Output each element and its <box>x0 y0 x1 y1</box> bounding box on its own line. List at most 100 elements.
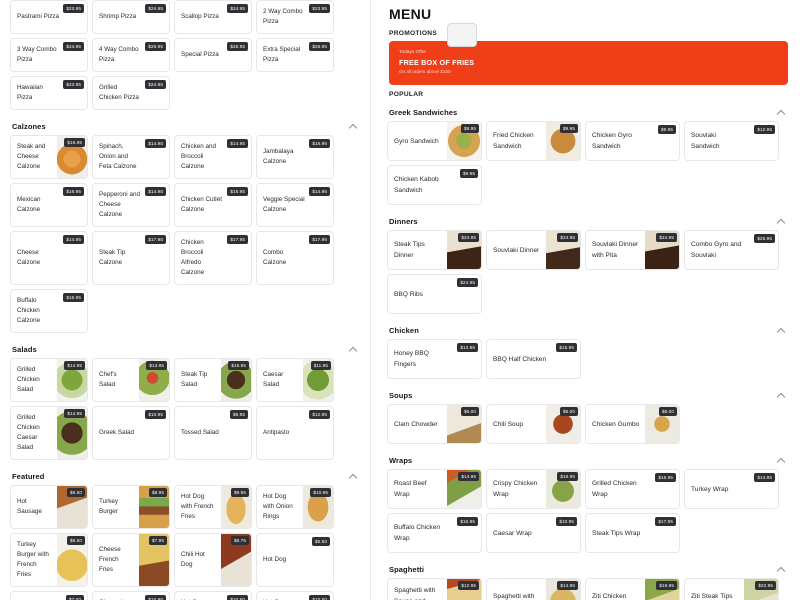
menu-item-card[interactable]: Crispy Chicken Wrap $16.95 <box>486 469 581 509</box>
menu-item-card[interactable]: Grilled Chicken Wrap $16.95 <box>585 469 680 509</box>
menu-item-card[interactable]: Chicken Broccoli Alfredo Calzone $17.95 <box>174 231 252 285</box>
menu-item-card[interactable]: Antipasto $12.95 <box>256 406 334 460</box>
menu-item-card[interactable]: Ziti Chicken Broccoli Alfredo $19.95 <box>585 578 680 600</box>
menu-item-card[interactable]: Souvlaki Dinner with Pita $24.95 <box>585 230 680 270</box>
menu-item-card[interactable]: Grilled Chicken Caesar Salad $14.95 <box>10 406 88 460</box>
menu-item-card[interactable]: Turkey Burger $8.95 <box>92 485 170 529</box>
menu-item-card[interactable]: Grilled Chicken Salad $14.95 <box>10 358 88 402</box>
menu-item-card[interactable]: Turkey Burger with French Fries $8.50 <box>10 533 88 587</box>
chevron-up-icon[interactable] <box>349 122 358 131</box>
menu-item-card[interactable]: Clam Chowder $6.00 <box>387 404 482 444</box>
menu-item-card[interactable]: Souvlaki Dinner $24.95 <box>486 230 581 270</box>
menu-item-card[interactable]: Hot Sausage with French Fries$10.50 <box>174 591 252 600</box>
chevron-up-icon[interactable] <box>777 108 786 117</box>
menu-item-card[interactable]: Mexican Calzone $16.95 <box>10 183 88 227</box>
menu-item-price: $15.95 <box>556 343 577 352</box>
menu-item-card[interactable]: 4 Way Combo Pizza $25.95 <box>92 38 170 72</box>
promo-banner[interactable]: Todays Offer FREE BOX OF FRIES On all or… <box>389 23 788 85</box>
section-header-salads[interactable]: Salads <box>6 339 364 358</box>
menu-item-card[interactable]: Spinach, Onion and Feta Calzone $14.95 <box>92 135 170 179</box>
menu-item-card[interactable]: Greek Salad $10.95 <box>92 406 170 460</box>
chevron-up-icon[interactable] <box>777 391 786 400</box>
section-header-dinners[interactable]: Dinners <box>383 211 792 230</box>
menu-item-card[interactable]: Combo Gyro and Souvlaki $25.95 <box>684 230 779 270</box>
menu-item-card[interactable]: Spaghetti with Meatball $14.95 <box>486 578 581 600</box>
menu-item-card[interactable]: BBQ Ribs $24.95 <box>387 274 482 314</box>
menu-item-card[interactable]: Turkey Wrap $14.95 <box>684 469 779 509</box>
menu-item-card[interactable]: Extra Special Pizza $26.95 <box>256 38 334 72</box>
menu-item-price: $7.00 <box>66 595 84 600</box>
menu-item-card[interactable]: Cheeseburger with Onion Rings$10.95 <box>92 591 170 600</box>
menu-item-card[interactable]: Buffalo Chicken Wrap $16.95 <box>387 513 482 553</box>
right-menu-column[interactable]: MENU PROMOTIONS Todays Offer FREE BOX OF… <box>370 0 800 600</box>
menu-item-card[interactable]: Chicken Gyro Sandwich $9.95 <box>585 121 680 161</box>
menu-item-card[interactable]: Grilled Chicken Pizza $24.95 <box>92 76 170 110</box>
menu-item-card[interactable]: Chicken Kabob Sandwich $9.95 <box>387 165 482 205</box>
menu-item-card[interactable]: Cheese French Fries $7.95 <box>92 533 170 587</box>
menu-item-card[interactable]: Pepperoni and Cheese Calzone $14.95 <box>92 183 170 227</box>
section-header-calzones[interactable]: Calzones <box>6 116 364 135</box>
menu-item-price: $19.95 <box>656 581 677 590</box>
menu-item-card[interactable]: Cheese Calzone $14.95 <box>10 231 88 285</box>
menu-item-name: Hot Dog <box>263 556 287 563</box>
section-header-wraps[interactable]: Wraps <box>383 450 792 469</box>
menu-item-card[interactable]: Chili Soup $6.00 <box>486 404 581 444</box>
chevron-up-icon[interactable] <box>349 345 358 354</box>
menu-item-card[interactable]: Combo Calzone $17.95 <box>256 231 334 285</box>
menu-item-card[interactable]: 2 Way Combo Pizza $23.95 <box>256 0 334 34</box>
menu-item-card[interactable]: Pastrami Pizza $23.95 <box>10 0 88 34</box>
menu-item-card[interactable]: Jambalaya Calzone $16.95 <box>256 135 334 179</box>
menu-item-card[interactable]: Chicken Gumbo $6.00 <box>585 404 680 444</box>
menu-item-card[interactable]: Chili Hot Dog $8.75 <box>174 533 252 587</box>
menu-item-card[interactable]: Hot Sausage with Cheese$7.00 <box>10 591 88 600</box>
menu-item-card[interactable]: Hot Dog with French Fries $9.95 <box>174 485 252 529</box>
chevron-up-icon[interactable] <box>777 326 786 335</box>
menu-item-card[interactable]: Honey BBQ Fingers $13.95 <box>387 339 482 379</box>
menu-item-card[interactable]: Chicken Cutlet Calzone $16.95 <box>174 183 252 227</box>
menu-item-name: Grilled Chicken Caesar Salad <box>17 414 40 451</box>
menu-item-card[interactable]: Tossed Salad $9.95 <box>174 406 252 460</box>
menu-item-name: Cheese Calzone <box>17 249 41 266</box>
menu-item-card[interactable]: Hawaiian Pizza $23.95 <box>10 76 88 110</box>
menu-item-card[interactable]: Roast Beef Wrap $14.95 <box>387 469 482 509</box>
left-menu-column[interactable]: Pastrami Pizza $23.95 Shrimp Pizza $24.95 Sc… <box>0 0 370 600</box>
menu-item-card[interactable]: Caesar Wrap $10.95 <box>486 513 581 553</box>
menu-item-card[interactable]: Hot Dog with Onion Rings $10.95 <box>256 485 334 529</box>
menu-item-card[interactable]: Ziti Steak Tips Alfredo $22.95 <box>684 578 779 600</box>
section-header-soups[interactable]: Soups <box>383 385 792 404</box>
menu-item-card[interactable]: Steak Tips Wrap $17.95 <box>585 513 680 553</box>
menu-item-name: Caesar Salad <box>263 371 284 388</box>
menu-item-card[interactable]: Scallop Pizza $24.95 <box>174 0 252 34</box>
menu-item-card[interactable]: Hot Dog $6.50 <box>256 533 334 587</box>
menu-item-card[interactable]: Steak Tip Salad $16.95 <box>174 358 252 402</box>
chevron-up-icon[interactable] <box>349 472 358 481</box>
menu-item-card[interactable]: Gyro Sandwich $9.95 <box>387 121 482 161</box>
menu-item-price: $8.50 <box>67 536 85 545</box>
chevron-up-icon[interactable] <box>777 456 786 465</box>
section-header-spaghetti[interactable]: Spaghetti <box>383 559 792 578</box>
menu-item-card[interactable]: Buffalo Chicken Calzone $16.95 <box>10 289 88 333</box>
menu-item-name: Ziti Steak Tips Alfredo <box>691 592 733 600</box>
menu-item-card[interactable]: Spaghetti with Sauce and Cheese $12.95 <box>387 578 482 600</box>
menu-item-card[interactable]: Steak and Cheese Calzone $16.95 <box>10 135 88 179</box>
menu-item-card[interactable]: BBQ Half Chicken $15.95 <box>486 339 581 379</box>
section-header-featured[interactable]: Featured <box>6 466 364 485</box>
menu-item-card[interactable]: Hot Sausage $6.50 <box>10 485 88 529</box>
section-header-chicken[interactable]: Chicken <box>383 320 792 339</box>
menu-item-card[interactable]: 3 Way Combo Pizza $24.95 <box>10 38 88 72</box>
menu-item-card[interactable]: Chicken and Broccoli Calzone $14.95 <box>174 135 252 179</box>
chevron-up-icon[interactable] <box>777 565 786 574</box>
menu-item-card[interactable]: Chef's Salad $13.95 <box>92 358 170 402</box>
menu-item-card[interactable]: Caesar Salad $11.95 <box>256 358 334 402</box>
menu-item-price: $16.95 <box>655 473 676 482</box>
menu-item-card[interactable]: Special Pizza $25.95 <box>174 38 252 72</box>
menu-item-card[interactable]: Fried Chicken Sandwich $9.95 <box>486 121 581 161</box>
menu-item-card[interactable]: Steak Tips Dinner $24.95 <box>387 230 482 270</box>
menu-item-card[interactable]: Steak Tip Calzone $17.95 <box>92 231 170 285</box>
chevron-up-icon[interactable] <box>777 217 786 226</box>
menu-item-card[interactable]: Hot Sausage with Onion Rings$10.50 <box>256 591 334 600</box>
menu-item-card[interactable]: Veggie Special Calzone $14.95 <box>256 183 334 227</box>
menu-item-card[interactable]: Souvlaki Sandwich $12.95 <box>684 121 779 161</box>
menu-item-card[interactable]: Shrimp Pizza $24.95 <box>92 0 170 34</box>
section-header-greek-sandwiches[interactable]: Greek Sandwiches <box>383 102 792 121</box>
